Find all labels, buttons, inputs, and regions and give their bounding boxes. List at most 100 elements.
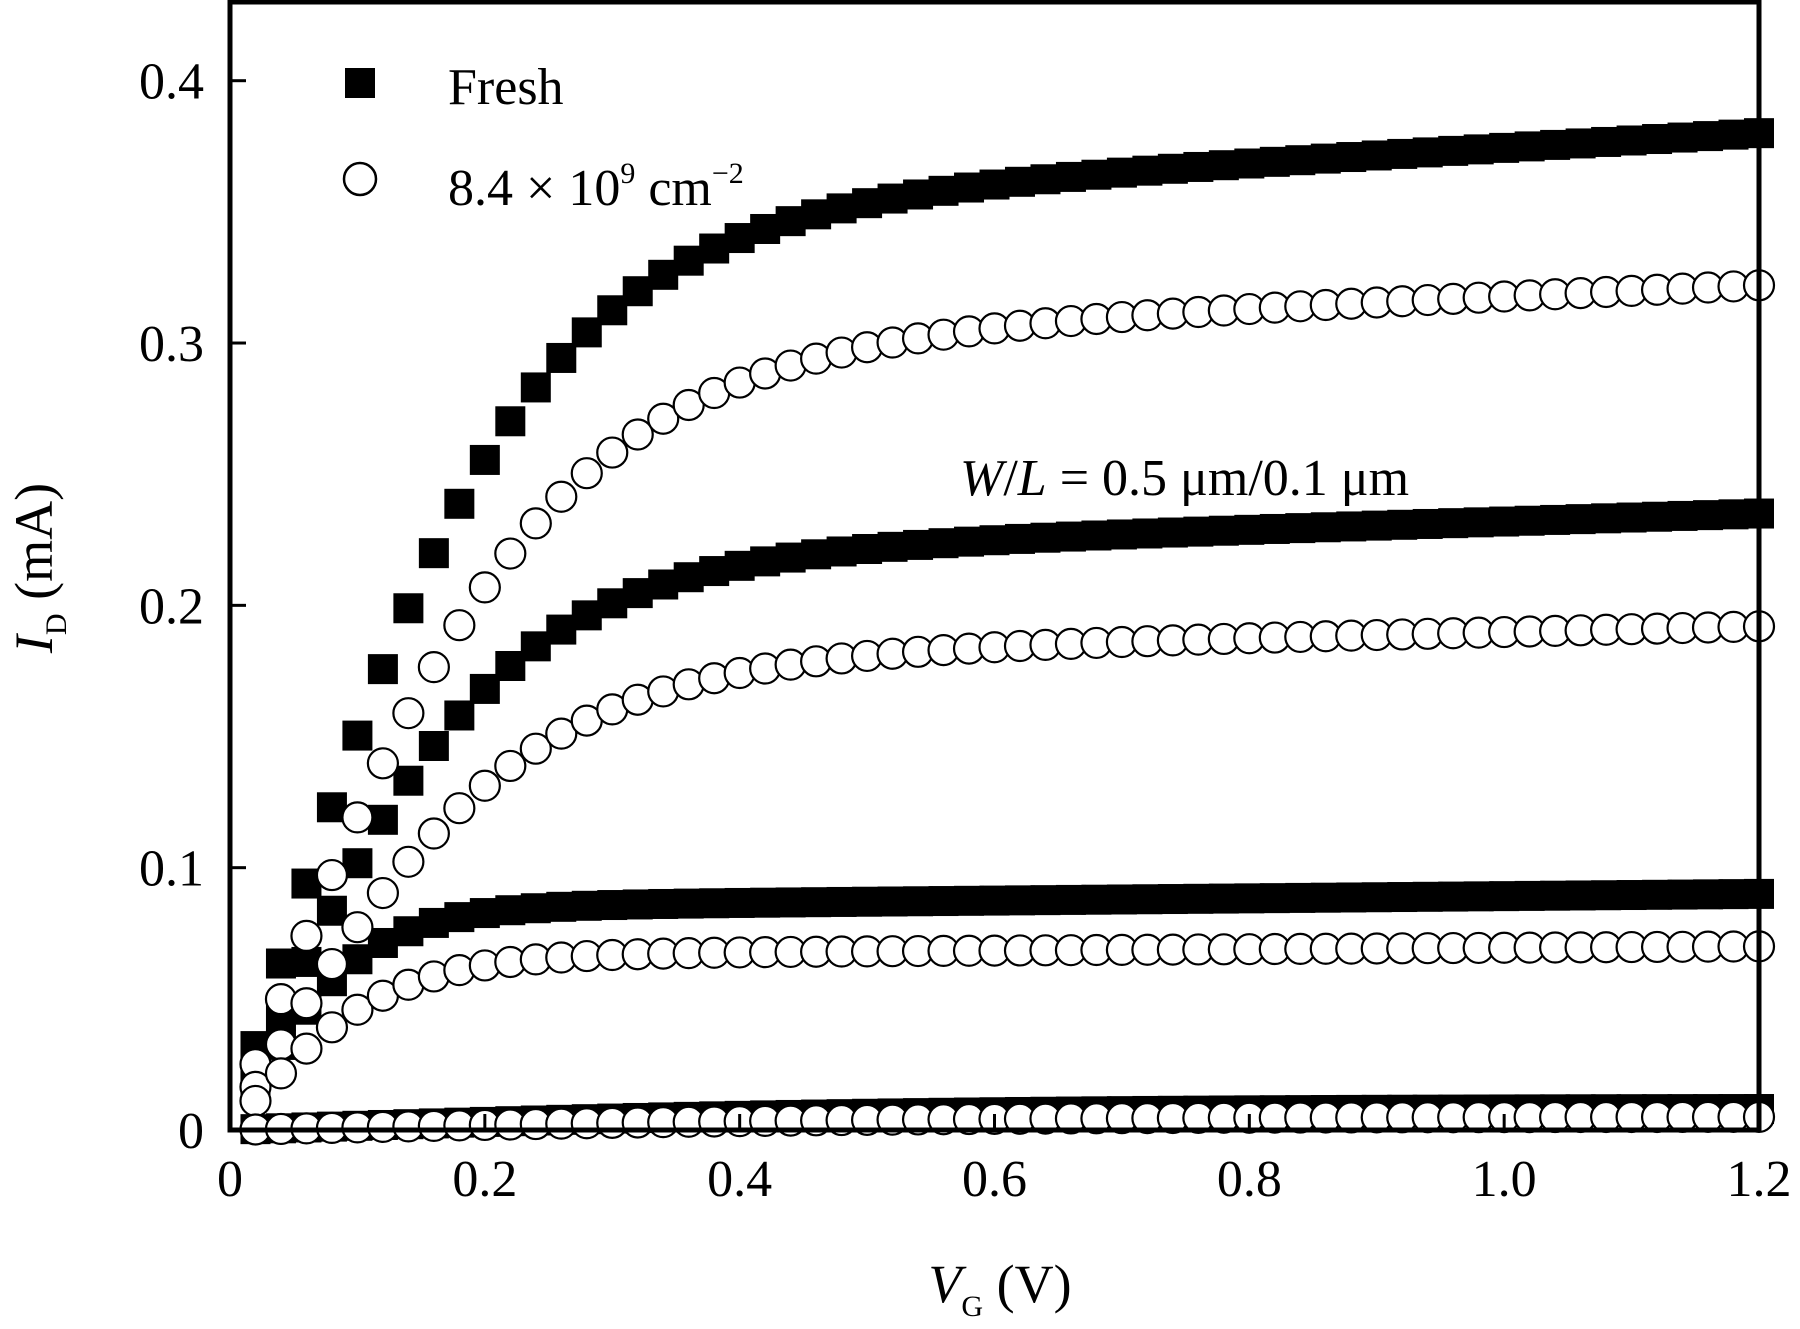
irradiated-curve-1-point [647,402,680,435]
irradiated-curve-1-point [366,747,399,780]
legend-label-irradiated: 8.4 × 109 cm−2 [448,157,744,217]
fresh-curve-2-point [877,531,908,562]
x-tick-label: 0.8 [1217,1151,1282,1208]
x-tick-label: 1.0 [1472,1151,1537,1208]
fresh-curve-1-point [1565,128,1596,159]
fresh-curve-2-point [316,895,347,926]
fresh-curve-3-point [546,891,577,922]
fresh-curve-2-point [1055,521,1086,552]
legend-marker-irradiated [342,161,378,197]
fresh-curve-1-point [699,233,730,264]
fresh-curve-1-point [1004,166,1035,197]
fresh-curve-1-point [1310,143,1341,174]
fresh-curve-2-point [1183,516,1214,547]
fresh-curve-3-point [342,944,373,975]
fresh-curve-1-point [724,223,755,254]
fresh-curve-3-point [1489,881,1520,912]
fresh-curve-2-point [1514,505,1545,536]
fresh-curve-3-point [469,898,500,929]
fresh-curve-2-point [954,526,985,557]
irradiated-curve-2-point [366,876,399,910]
irradiated-curve-2-point [545,717,578,750]
fresh-curve-1-point [622,276,653,307]
fresh-curve-3-point [673,888,704,919]
fresh-curve-2-point [1030,522,1061,553]
fresh-curve-3-point [1132,884,1163,915]
fresh-curve-1-point [1081,159,1112,190]
fresh-curve-2-point [495,650,526,681]
irradiated-curve-1-point [315,858,349,892]
fresh-curve-1-point [520,372,551,403]
fresh-curve-3-point [775,887,806,918]
fresh-curve-1-point [367,654,398,685]
fresh-curve-3-point [1642,879,1673,910]
y-tick-label: 0.4 [139,54,204,111]
data-marks [239,118,1776,1146]
fresh-curve-2-point [393,765,424,796]
fresh-curve-3-point [1234,883,1265,914]
fresh-curve-3-point [1336,882,1367,913]
irradiated-curve-2-point [392,845,425,878]
fresh-curve-3-point [1667,879,1698,910]
fresh-curve-2-point [826,536,857,567]
fresh-curve-2-point [1234,514,1265,545]
fresh-curve-3-point [1310,882,1341,913]
fresh-curve-1-point [444,488,475,519]
fresh-curve-1-point [469,444,500,475]
fresh-curve-2-point [1667,500,1698,531]
fresh-curve-3-point [724,887,755,918]
fresh-curve-2-point [852,534,883,565]
fresh-curve-1-point [826,193,857,224]
x-tick-label: 0.6 [962,1151,1027,1208]
irradiated-curve-3-point [341,993,374,1026]
fresh-curve-3-point [1183,883,1214,914]
fresh-curve-1-point [1642,124,1673,155]
legend: Fresh 8.4 × 109 cm−2 [342,59,744,217]
fresh-curve-1-point [775,206,806,237]
x-tick-label: 0.2 [452,1151,517,1208]
fresh-curve-1-point [903,179,934,210]
fresh-curve-2-point [724,550,755,581]
fresh-curve-3-point [1004,885,1035,916]
fresh-curve-3-point [622,889,653,920]
irradiated-curve-2-point [494,749,527,783]
fresh-curve-3-point [852,886,883,917]
fresh-curve-2-point [1463,507,1494,538]
irradiated-curve-1-point [341,801,374,834]
fresh-curve-1-point [673,245,704,276]
fresh-curve-3-point [1387,882,1418,913]
fresh-curve-3-point [750,887,781,918]
fresh-curve-2-point [699,556,730,587]
fresh-curve-1-point [1667,122,1698,153]
fresh-curve-3-point [520,893,551,924]
fresh-curve-2-point [1489,506,1520,537]
y-axis-title: ID (mA) [4,483,73,654]
fresh-curve-1-point [1514,131,1545,162]
fresh-curve-2-point [775,542,806,573]
y-tick-label: 0.1 [139,841,204,898]
fresh-curve-1-point [1591,126,1622,157]
fresh-curve-1-point [954,172,985,203]
fresh-curve-2-point [1540,504,1571,535]
fresh-curve-2-point [1132,518,1163,549]
fresh-curve-2-point [750,546,781,577]
fresh-curve-2-point [1285,513,1316,544]
fresh-curve-2-point [1106,519,1137,550]
irradiated-curve-2-point [290,987,323,1020]
fresh-curve-3-point [1514,880,1545,911]
fresh-curve-1-point [1540,129,1571,160]
y-tick-label: 0 [178,1103,204,1160]
x-tick-label: 0 [217,1151,243,1208]
fresh-curve-1-point [546,342,577,373]
irradiated-curve-3-point [290,1032,323,1065]
fresh-curve-3-point [495,895,526,926]
irradiated-curve-2-point [417,817,450,850]
fresh-curve-1-point [265,948,296,979]
irradiated-curve-2-point [341,911,374,944]
fresh-curve-2-point [1208,515,1239,546]
fresh-curve-2-point [1438,508,1469,539]
fresh-curve-1-point [571,317,602,348]
fresh-curve-1-point [1463,134,1494,165]
x-tick-label: 1.2 [1727,1151,1792,1208]
fresh-curve-3-point [1540,880,1571,911]
